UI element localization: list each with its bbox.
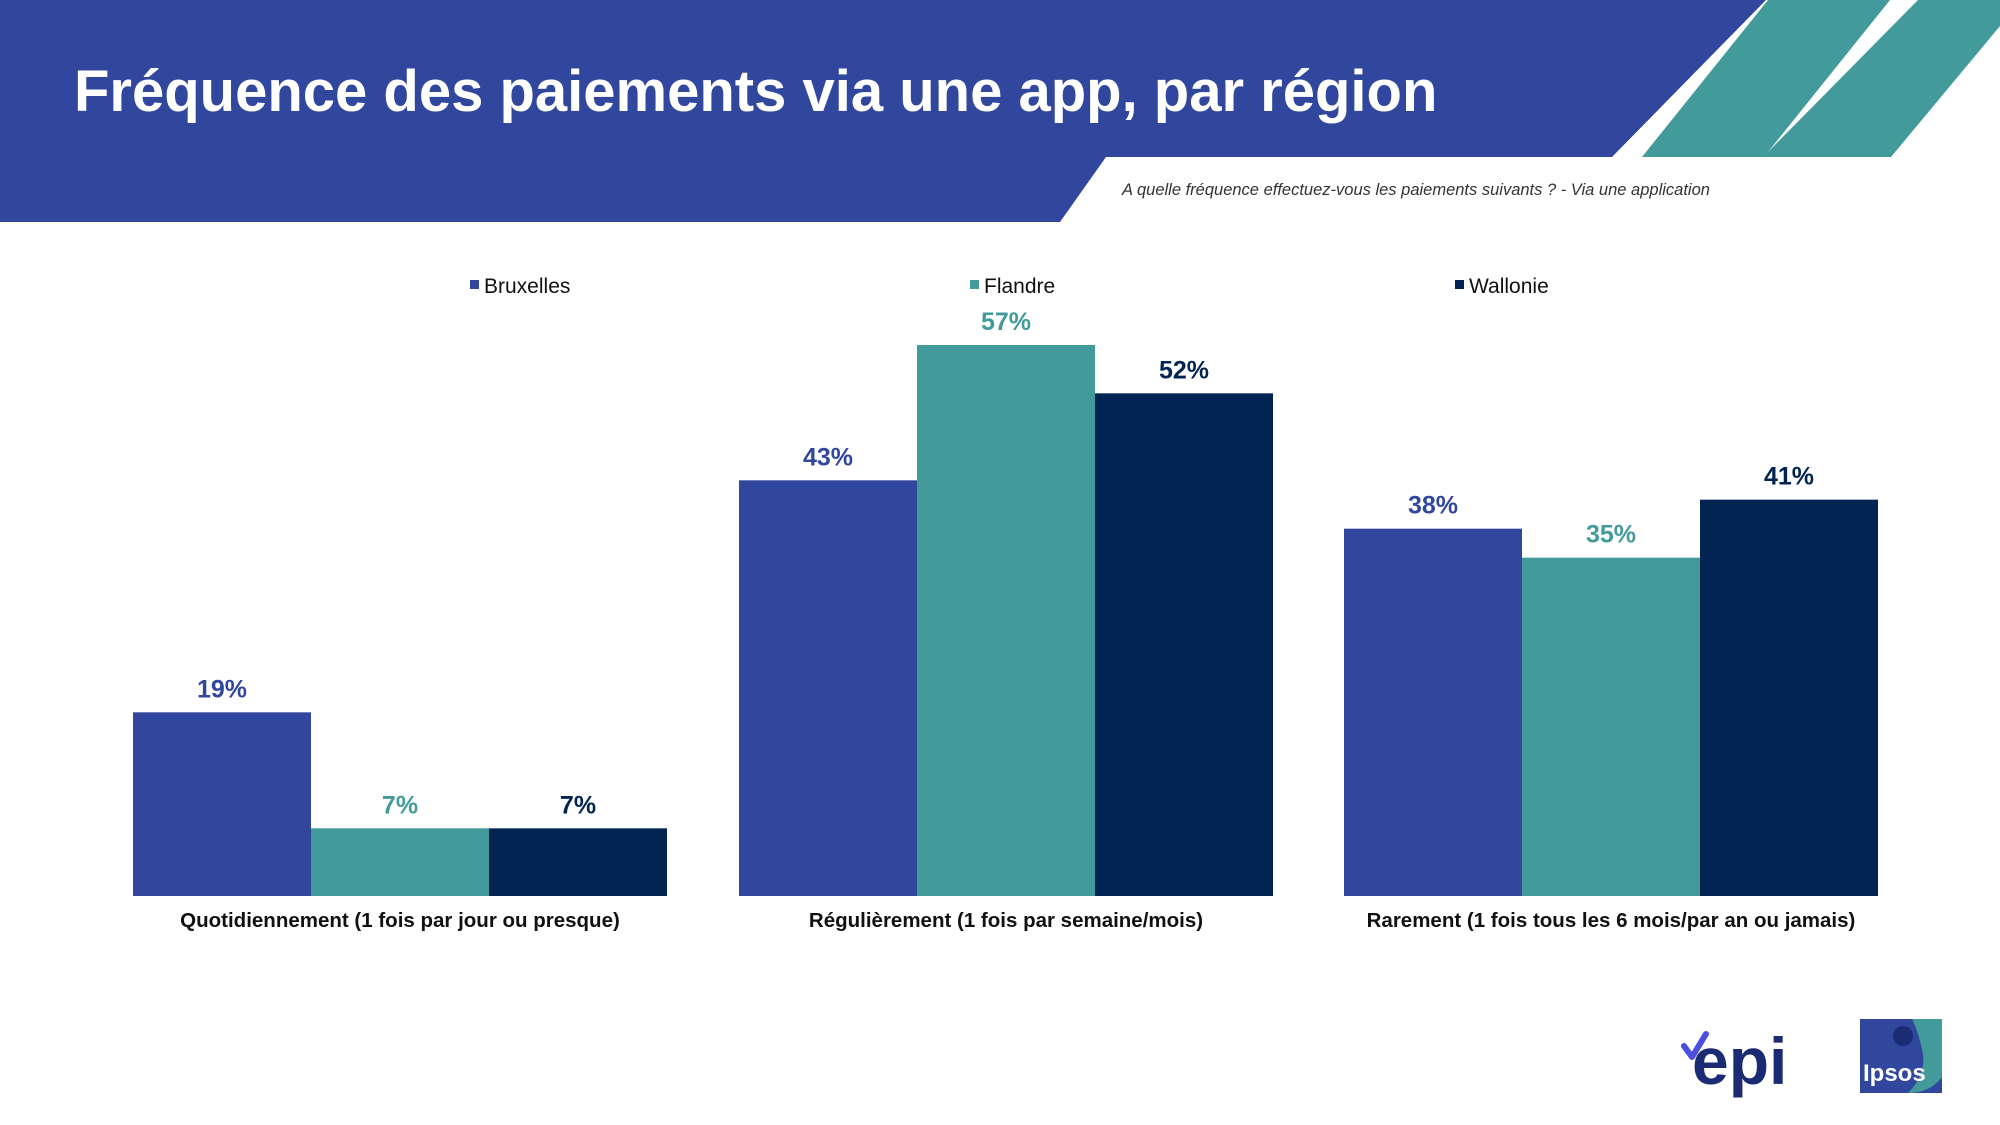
value-label-flandre-3: 35% — [1586, 521, 1636, 549]
bar-bruxelles-3 — [1344, 528, 1522, 896]
chart-bars — [133, 345, 1878, 896]
bar-wallonie-3 — [1700, 499, 1878, 896]
stripe-decoration-2 — [1763, 0, 2000, 157]
banner-shape — [0, 0, 1766, 222]
bar-bruxelles-2 — [739, 480, 917, 896]
epi-logo: epi — [1681, 1024, 1787, 1098]
stripe-decoration-1 — [1642, 0, 1890, 157]
legend-swatch-wallonie — [1455, 280, 1464, 289]
legend-label-bruxelles: Bruxelles — [484, 275, 570, 298]
legend-label-flandre: Flandre — [984, 275, 1055, 298]
value-label-bruxelles-1: 19% — [197, 675, 247, 703]
page-title: Fréquence des paiements via une app, par… — [74, 59, 1438, 124]
category-label-2: Régulièrement (1 fois par semaine/mois) — [809, 909, 1203, 932]
value-label-wallonie-3: 41% — [1764, 463, 1814, 491]
chart-value-labels: 19% 43% 38% 7% 57% 35% 7% 52% 41% — [197, 308, 1814, 819]
legend-swatch-bruxelles — [470, 280, 479, 289]
value-label-flandre-1: 7% — [382, 791, 418, 819]
ipsos-logo-text: Ipsos — [1863, 1060, 1926, 1087]
ipsos-logo: Ipsos — [1860, 1019, 1942, 1093]
header-banner — [0, 0, 2000, 222]
chart-legend: Bruxelles Flandre Wallonie — [470, 275, 1549, 298]
category-label-3: Rarement (1 fois tous les 6 mois/par an … — [1367, 909, 1856, 932]
ipsos-head-icon — [1893, 1026, 1913, 1046]
question-subtitle: A quelle fréquence effectuez-vous les pa… — [1122, 181, 1710, 199]
value-label-wallonie-1: 7% — [560, 791, 596, 819]
bar-flandre-1 — [311, 828, 489, 896]
category-label-1: Quotidiennement (1 fois par jour ou pres… — [180, 909, 620, 932]
value-label-bruxelles-3: 38% — [1408, 492, 1458, 520]
bar-wallonie-1 — [489, 828, 667, 896]
value-label-flandre-2: 57% — [981, 308, 1031, 336]
chart-category-labels: Quotidiennement (1 fois par jour ou pres… — [180, 909, 1855, 932]
epi-checkmark-icon — [1681, 1031, 1709, 1060]
bar-flandre-3 — [1522, 557, 1700, 896]
value-label-wallonie-2: 52% — [1159, 356, 1209, 384]
bar-wallonie-2 — [1095, 393, 1273, 896]
bar-flandre-2 — [917, 345, 1095, 896]
value-label-bruxelles-2: 43% — [803, 443, 853, 471]
bar-bruxelles-1 — [133, 712, 311, 896]
epi-logo-text: epi — [1692, 1024, 1787, 1098]
legend-label-wallonie: Wallonie — [1469, 275, 1549, 298]
ipsos-logo-swoosh — [1908, 1019, 1942, 1093]
legend-swatch-flandre — [970, 280, 979, 289]
